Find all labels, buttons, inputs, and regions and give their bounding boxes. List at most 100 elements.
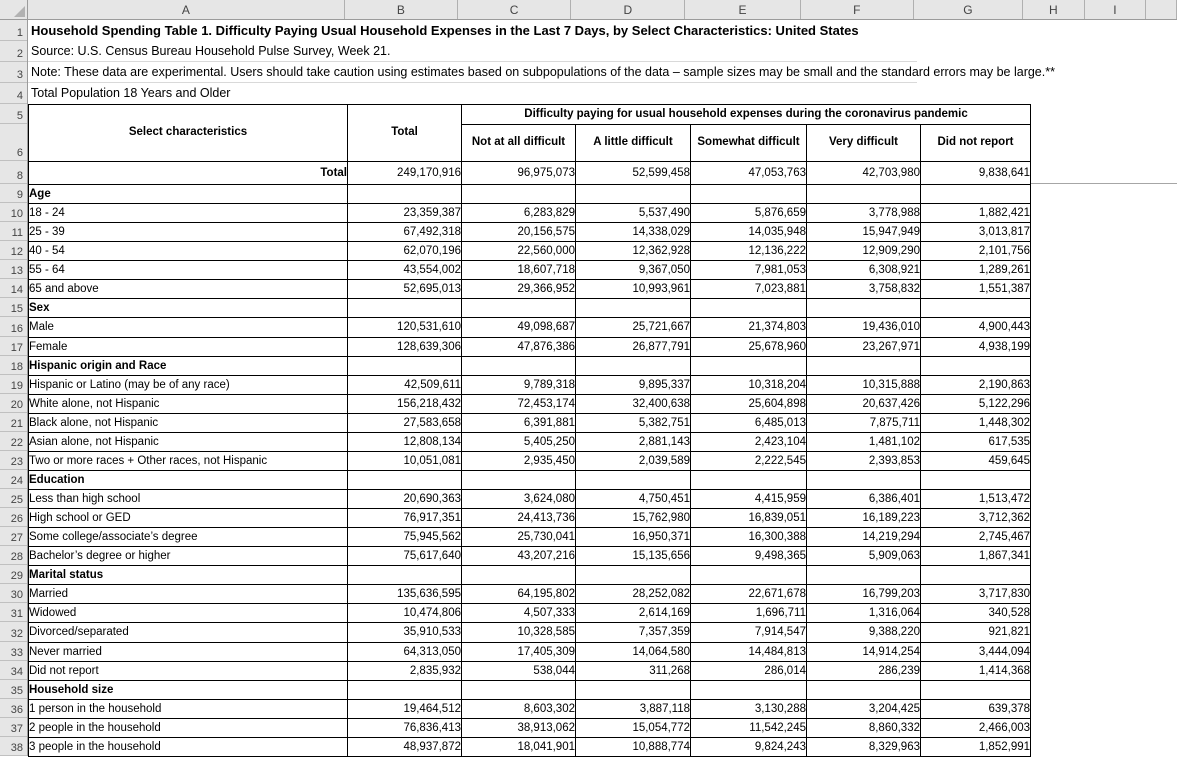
value-cell[interactable]: 14,219,294 xyxy=(806,527,921,548)
value-cell[interactable]: 15,135,656 xyxy=(575,546,691,567)
value-cell[interactable] xyxy=(461,565,576,586)
value-cell[interactable]: 20,690,363 xyxy=(347,488,462,510)
value-cell[interactable]: 1,852,991 xyxy=(919,736,1032,757)
value-cell[interactable] xyxy=(461,469,576,491)
value-cell[interactable]: 47,876,386 xyxy=(461,336,576,357)
value-cell[interactable]: 12,136,222 xyxy=(690,241,807,262)
value-cell[interactable]: 1,882,421 xyxy=(919,203,1032,224)
value-cell[interactable]: 7,981,053 xyxy=(690,260,807,281)
value-cell[interactable]: 75,617,640 xyxy=(347,546,462,567)
row-header-1[interactable]: 1 xyxy=(0,20,27,41)
row-header-28[interactable]: 28 xyxy=(0,546,27,566)
row-header-20[interactable]: 20 xyxy=(0,394,27,413)
value-cell[interactable]: 76,836,413 xyxy=(347,717,462,738)
value-cell[interactable]: 128,639,306 xyxy=(347,336,462,357)
value-cell[interactable]: 2,745,467 xyxy=(919,527,1032,548)
value-cell[interactable]: 249,170,916 xyxy=(347,161,462,185)
select-all-button[interactable] xyxy=(0,0,28,20)
value-cell[interactable] xyxy=(575,355,691,376)
row-header-35[interactable]: 35 xyxy=(0,680,27,699)
value-cell[interactable]: 311,268 xyxy=(575,660,691,681)
row-header-4[interactable]: 4 xyxy=(0,83,27,104)
characteristic-cell[interactable]: Total xyxy=(28,161,348,185)
value-cell[interactable]: 3,013,817 xyxy=(919,222,1032,243)
characteristic-cell[interactable]: Asian alone, not Hispanic xyxy=(28,431,348,452)
value-cell[interactable]: 25,730,041 xyxy=(461,527,576,548)
row-header-2[interactable]: 2 xyxy=(0,41,27,62)
column-header-H[interactable]: H xyxy=(1023,0,1085,19)
row-header-18[interactable]: 18 xyxy=(0,356,27,375)
value-cell[interactable]: 2,881,143 xyxy=(575,431,691,452)
characteristic-cell[interactable]: 25 - 39 xyxy=(28,222,348,243)
value-cell[interactable]: 15,762,980 xyxy=(575,508,691,529)
value-cell[interactable]: 49,098,687 xyxy=(461,317,576,338)
value-cell[interactable]: 10,318,204 xyxy=(690,374,807,395)
row-header-11[interactable]: 11 xyxy=(0,222,27,242)
value-cell[interactable]: 6,485,013 xyxy=(690,412,807,433)
value-cell[interactable] xyxy=(347,469,462,491)
value-cell[interactable]: 9,789,318 xyxy=(461,374,576,395)
value-cell[interactable]: 20,156,575 xyxy=(461,222,576,243)
characteristic-cell[interactable]: Hispanic or Latino (may be of any race) xyxy=(28,374,348,395)
value-cell[interactable] xyxy=(690,355,807,376)
row-header-5[interactable]: 5 xyxy=(0,104,27,124)
doc-population[interactable]: Total Population 18 Years and Older xyxy=(31,86,231,100)
characteristic-cell[interactable]: 18 - 24 xyxy=(28,203,348,224)
section-header-cell[interactable]: Marital status xyxy=(28,565,348,586)
value-cell[interactable] xyxy=(690,183,807,205)
row-header-24[interactable]: 24 xyxy=(0,470,27,489)
value-cell[interactable]: 43,554,002 xyxy=(347,260,462,281)
value-cell[interactable]: 10,993,961 xyxy=(575,279,691,300)
value-cell[interactable] xyxy=(690,469,807,491)
column-header-B[interactable]: B xyxy=(345,0,458,19)
value-cell[interactable] xyxy=(806,469,921,491)
column-header-F[interactable]: F xyxy=(801,0,914,19)
value-cell[interactable] xyxy=(575,565,691,586)
column-header-A[interactable]: A xyxy=(28,0,345,19)
value-cell[interactable]: 12,909,290 xyxy=(806,241,921,262)
value-cell[interactable]: 4,507,333 xyxy=(461,603,576,624)
value-cell[interactable]: 27,583,658 xyxy=(347,412,462,433)
characteristic-cell[interactable]: Two or more races + Other races, not His… xyxy=(28,450,348,471)
row-header-29[interactable]: 29 xyxy=(0,565,27,585)
col-header-total[interactable]: Total xyxy=(347,104,462,162)
value-cell[interactable]: 3,444,094 xyxy=(919,641,1032,662)
row-header-12[interactable]: 12 xyxy=(0,241,27,261)
value-cell[interactable]: 76,917,351 xyxy=(347,508,462,529)
value-cell[interactable]: 52,599,458 xyxy=(575,161,691,185)
row-header-34[interactable]: 34 xyxy=(0,661,27,680)
value-cell[interactable]: 2,222,545 xyxy=(690,450,807,471)
value-cell[interactable]: 42,509,611 xyxy=(347,374,462,395)
value-cell[interactable]: 11,542,245 xyxy=(690,717,807,738)
value-cell[interactable]: 21,374,803 xyxy=(690,317,807,338)
characteristic-cell[interactable]: 1 person in the household xyxy=(28,698,348,719)
value-cell[interactable]: 1,551,387 xyxy=(919,279,1032,300)
value-cell[interactable] xyxy=(919,298,1032,319)
value-cell[interactable]: 5,122,296 xyxy=(919,393,1032,414)
column-header-C[interactable]: C xyxy=(458,0,572,19)
col-header-select-characteristics[interactable]: Select characteristics xyxy=(28,104,348,162)
value-cell[interactable]: 24,413,736 xyxy=(461,508,576,529)
value-cell[interactable]: 2,935,450 xyxy=(461,450,576,471)
value-cell[interactable]: 32,400,638 xyxy=(575,393,691,414)
value-cell[interactable]: 7,023,881 xyxy=(690,279,807,300)
characteristic-cell[interactable]: 55 - 64 xyxy=(28,260,348,281)
value-cell[interactable]: 10,328,585 xyxy=(461,622,576,643)
value-cell[interactable]: 14,914,254 xyxy=(806,641,921,662)
row-header-8[interactable]: 8 xyxy=(0,161,27,184)
row-header-33[interactable]: 33 xyxy=(0,642,27,661)
value-cell[interactable]: 156,218,432 xyxy=(347,393,462,414)
col-header-difficulty-span[interactable]: Difficulty paying for usual household ex… xyxy=(460,104,1032,125)
value-cell[interactable]: 1,481,102 xyxy=(806,431,921,452)
characteristic-cell[interactable]: Black alone, not Hispanic xyxy=(28,412,348,433)
value-cell[interactable]: 29,366,952 xyxy=(461,279,576,300)
value-cell[interactable]: 1,867,341 xyxy=(919,546,1032,567)
col-header-somewhat-difficult[interactable]: Somewhat difficult xyxy=(690,124,807,162)
value-cell[interactable]: 35,910,533 xyxy=(347,622,462,643)
column-header-I[interactable]: I xyxy=(1085,0,1147,19)
value-cell[interactable]: 26,877,791 xyxy=(575,336,691,357)
value-cell[interactable]: 2,466,003 xyxy=(919,717,1032,738)
characteristic-cell[interactable]: Married xyxy=(28,584,348,605)
characteristic-cell[interactable]: Male xyxy=(28,317,348,338)
value-cell[interactable] xyxy=(461,183,576,205)
